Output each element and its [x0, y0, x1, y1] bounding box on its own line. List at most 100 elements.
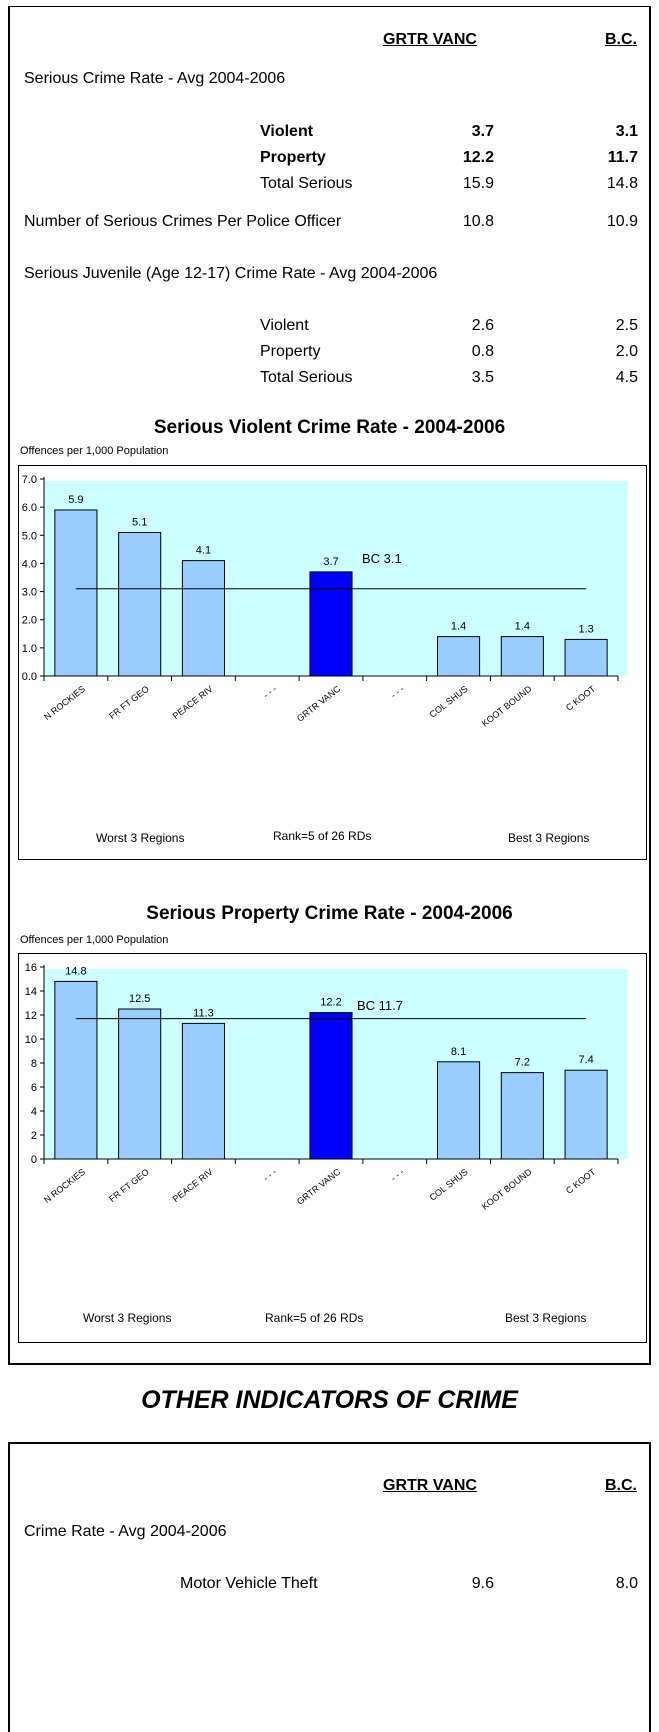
- y-tick-label: 3.0: [22, 587, 37, 599]
- other-row-label: Motor Vehicle Theft: [180, 1575, 318, 1592]
- x-tick-label: COL SHUS: [428, 1167, 470, 1203]
- x-tick-label: - - -: [261, 684, 278, 700]
- juvenile-row-v1: 3.5: [471, 369, 494, 386]
- x-tick-label: COL SHUS: [428, 684, 470, 720]
- other-col-header-grtr-vanc: GRTR VANC: [383, 1477, 477, 1494]
- rate-row-v2: 14.8: [606, 175, 638, 192]
- rate-row-v2: 11.7: [607, 149, 638, 166]
- other-rate-title: Crime Rate - Avg 2004-2006: [24, 1523, 227, 1540]
- data-label: 5.9: [68, 494, 83, 506]
- chart2-footer-right: Best 3 Regions: [505, 1311, 587, 1325]
- chart1-footer-right: Best 3 Regions: [508, 831, 590, 845]
- bc-reference-label: BC 11.7: [357, 998, 403, 1013]
- bar: [500, 1072, 544, 1160]
- data-label: 4.1: [196, 545, 211, 557]
- per-officer-v2: 10.9: [606, 213, 638, 230]
- bar: [54, 509, 98, 677]
- x-tick-label: - - -: [261, 1167, 278, 1183]
- data-label: 1.4: [515, 621, 530, 633]
- y-tick-label: 8: [31, 1058, 37, 1070]
- y-tick-label: 0.0: [22, 671, 37, 683]
- y-tick-label: 1.0: [22, 643, 37, 655]
- chart1-footer-left: Worst 3 Regions: [96, 831, 185, 845]
- chart1-subtitle: Offences per 1,000 Population: [20, 445, 169, 457]
- col-header-bc: B.C.: [605, 31, 637, 48]
- bar: [437, 1061, 481, 1160]
- bar: [181, 1022, 225, 1160]
- x-tick-label: KOOT BOUND: [480, 683, 534, 728]
- bar: [309, 571, 353, 677]
- data-label: 7.4: [578, 1054, 593, 1066]
- rate-row-label: Violent: [260, 123, 314, 140]
- chart2-svg: 0 2 4 6 8 10 12 14 16 14.8 N ROCKIES 12.5 FR FT GEO 1…: [25, 962, 628, 1212]
- rate-row-v1: 3.7: [471, 123, 494, 140]
- other-col-header-bc: B.C.: [605, 1477, 637, 1494]
- data-label: 11.3: [193, 1007, 214, 1019]
- x-tick-label: FR FT GEO: [107, 1167, 151, 1204]
- other-indicators-title: OTHER INDICATORS OF CRIME: [141, 1386, 518, 1414]
- chart1-frame: 0.0 1.0 2.0 3.0 4.0 5.0 6.0 7.0 5.9 N ROCKIES 5.1 F…: [18, 465, 647, 860]
- juvenile-row-v1: 2.6: [471, 317, 494, 334]
- bar: [437, 636, 481, 677]
- x-tick-label: PEACE RIV: [171, 1167, 215, 1204]
- per-officer-v1: 10.8: [462, 213, 494, 230]
- y-tick-label: 4: [31, 1106, 37, 1118]
- chart1-footer-mid: Rank=5 of 26 RDs: [273, 829, 372, 843]
- serious-crime-panel: [8, 6, 651, 1365]
- bar: [564, 638, 608, 677]
- y-tick-label: 6: [31, 1082, 37, 1094]
- x-tick-label: KOOT BOUND: [480, 1166, 534, 1211]
- chart2-footer-mid: Rank=5 of 26 RDs: [265, 1311, 364, 1325]
- x-tick-label: GRTR VANC: [295, 1166, 343, 1206]
- data-label: 12.5: [129, 993, 150, 1005]
- juvenile-row-v2: 2.0: [615, 343, 638, 360]
- juvenile-row-label: Total Serious: [260, 369, 353, 386]
- y-tick-label: 0: [31, 1154, 37, 1166]
- data-label: 7.2: [515, 1057, 530, 1069]
- juvenile-row-v2: 4.5: [615, 369, 638, 386]
- y-tick-label: 5.0: [22, 530, 37, 542]
- x-tick-label: FR FT GEO: [107, 684, 151, 721]
- data-label: 14.8: [65, 965, 86, 977]
- other-indicators-panel: [8, 1442, 651, 1732]
- x-tick-label: C KOOT: [564, 683, 598, 712]
- y-tick-label: 2.0: [22, 615, 37, 627]
- other-row-v1: 9.6: [471, 1575, 494, 1592]
- chart2-footer-left: Worst 3 Regions: [83, 1311, 172, 1325]
- bar: [564, 1069, 608, 1160]
- chart1-title: Serious Violent Crime Rate - 2004-2006: [153, 417, 506, 438]
- data-label: 1.4: [451, 621, 466, 633]
- bar: [118, 1008, 162, 1160]
- bar: [181, 560, 225, 677]
- rate-row-label: Property: [260, 149, 326, 166]
- rate-row-v2: 3.1: [615, 123, 638, 140]
- juvenile-row-v1: 0.8: [471, 343, 494, 360]
- y-tick-label: 6.0: [22, 502, 37, 514]
- y-tick-label: 14: [25, 986, 37, 998]
- x-tick-label: GRTR VANC: [295, 683, 343, 723]
- chart2-frame: 0 2 4 6 8 10 12 14 16 14.8 N ROCKIES 12.5 FR FT GEO 1…: [18, 953, 647, 1343]
- juvenile-row-label: Violent: [260, 317, 309, 334]
- y-tick-label: 7.0: [22, 474, 37, 486]
- y-tick-label: 10: [25, 1034, 37, 1046]
- data-label: 12.2: [320, 997, 341, 1009]
- y-tick-label: 12: [25, 1010, 37, 1022]
- data-label: 5.1: [132, 516, 147, 528]
- y-tick-label: 16: [25, 962, 37, 974]
- juvenile-row-v2: 2.5: [615, 317, 638, 334]
- other-row-v2: 8.0: [615, 1575, 638, 1592]
- bar: [309, 1012, 353, 1160]
- rate-row-v1: 12.2: [462, 149, 494, 166]
- bc-reference-label: BC 3.1: [362, 551, 402, 566]
- data-label: 3.7: [323, 556, 338, 568]
- y-tick-label: 2: [31, 1130, 37, 1142]
- juvenile-title: Serious Juvenile (Age 12-17) Crime Rate …: [24, 265, 438, 282]
- bar: [54, 980, 98, 1160]
- serious-rate-title: Serious Crime Rate - Avg 2004-2006: [24, 70, 286, 87]
- per-officer-label: Number of Serious Crimes Per Police Offi…: [24, 213, 342, 230]
- x-tick-label: - - -: [389, 1167, 406, 1183]
- chart2-title: Serious Property Crime Rate - 2004-2006: [146, 903, 513, 924]
- juvenile-row-label: Property: [260, 343, 321, 360]
- y-tick-label: 4.0: [22, 558, 37, 570]
- rate-row-label: Total Serious: [260, 175, 353, 192]
